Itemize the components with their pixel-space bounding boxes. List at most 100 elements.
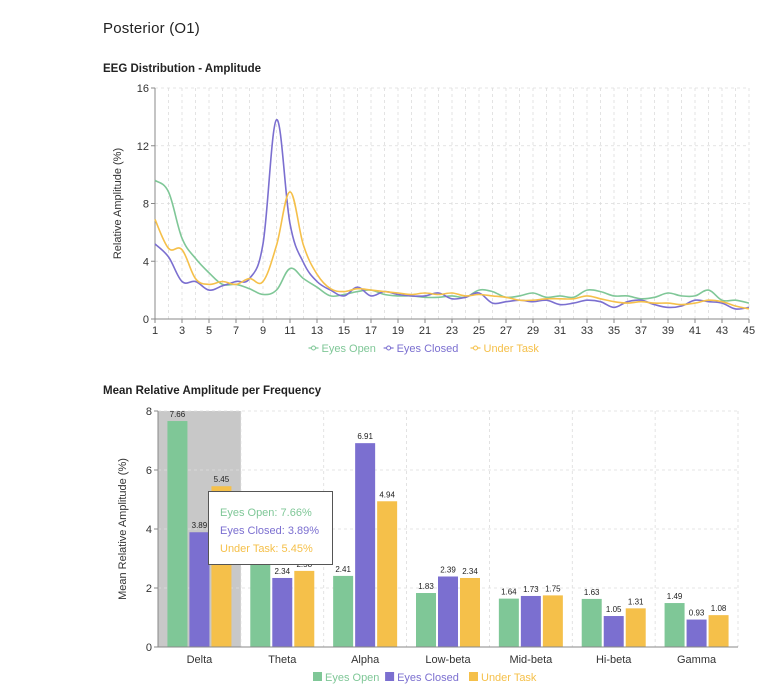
line-xtick-label: 37	[635, 325, 647, 337]
bar-data-label: 1.64	[501, 588, 517, 597]
bar-under-task-hi-beta	[625, 608, 646, 647]
bar-category-label: Hi-beta	[596, 654, 632, 666]
bar-eyes-closed-theta	[272, 577, 293, 647]
bar-data-label: 1.05	[606, 605, 622, 614]
tooltip-eyes-open: Eyes Open: 7.66%	[220, 507, 312, 519]
bar-eyes-closed-mid-beta	[520, 595, 541, 647]
line-xtick-label: 41	[689, 325, 701, 337]
legend-eyes-open-label: Eyes Open	[322, 343, 376, 355]
line-xtick-label: 19	[392, 325, 404, 337]
bar-data-label: 1.08	[711, 604, 727, 613]
legend-under-task-label: Under Task	[481, 672, 537, 684]
legend-eyes-open-swatch	[313, 672, 322, 681]
tooltip-under-task: Under Task: 5.45%	[220, 543, 313, 555]
bar-under-task-low-beta	[460, 577, 480, 647]
bar-under-task-gamma	[708, 615, 729, 647]
legend-under-task-label: Under Task	[484, 343, 540, 355]
line-ytick-label: 12	[137, 141, 149, 153]
bar-eyes-open-low-beta	[416, 593, 436, 647]
bar-category-label: Low-beta	[425, 654, 471, 666]
series-line-eyes-open	[154, 179, 750, 304]
bar-data-label: 1.31	[628, 597, 644, 606]
bar-y-axis-label: Mean Relative Amplitude (%)	[117, 458, 129, 600]
line-xtick-label: 17	[365, 325, 377, 337]
line-xtick-label: 3	[179, 325, 185, 337]
bar-eyes-open-mid-beta	[498, 598, 519, 647]
bar-data-label: 7.66	[170, 410, 186, 419]
bar-tooltip: Eyes Open: 7.66% Eyes Closed: 3.89% Unde…	[208, 491, 333, 565]
line-xtick-label: 13	[311, 325, 323, 337]
bar-eyes-closed-delta	[189, 532, 210, 647]
bar-data-label: 2.39	[440, 565, 456, 574]
bar-eyes-open-gamma	[664, 603, 685, 647]
bar-data-label: 4.94	[379, 490, 395, 499]
bar-data-label: 0.93	[689, 609, 705, 618]
line-y-axis-label: Relative Amplitude (%)	[112, 148, 124, 259]
line-xtick-label: 33	[581, 325, 593, 337]
line-xtick-label: 27	[500, 325, 512, 337]
bar-under-task-theta	[294, 570, 315, 647]
line-xtick-label: 21	[419, 325, 431, 337]
page-title: Posterior (O1)	[103, 20, 200, 37]
line-xtick-label: 35	[608, 325, 620, 337]
line-ytick-label: 8	[143, 199, 149, 211]
bar-eyes-closed-hi-beta	[603, 616, 624, 647]
line-xtick-label: 5	[206, 325, 212, 337]
bar-data-label: 1.75	[545, 584, 561, 593]
bar-category-label: Theta	[268, 654, 297, 666]
line-ytick-label: 0	[143, 314, 149, 326]
line-ytick-label: 4	[143, 256, 149, 268]
bar-data-label: 2.34	[274, 567, 290, 576]
bar-data-label: 5.45	[214, 475, 230, 484]
bar-data-label: 1.49	[667, 592, 683, 601]
bar-data-label: 3.89	[192, 521, 208, 530]
bar-data-label: 1.73	[523, 585, 539, 594]
legend-eyes-closed-label: Eyes Closed	[397, 343, 459, 355]
bar-data-label: 1.63	[584, 588, 600, 597]
bar-eyes-open-theta	[250, 561, 271, 647]
line-xtick-label: 29	[527, 325, 539, 337]
bar-chart-title: Mean Relative Amplitude per Frequency	[103, 385, 322, 397]
line-xtick-label: 9	[260, 325, 266, 337]
series-line-under-task	[154, 191, 750, 310]
line-xtick-label: 15	[338, 325, 350, 337]
legend-eyes-closed-swatch	[385, 672, 395, 681]
bar-ytick-label: 8	[146, 406, 152, 418]
bar-ytick-label: 2	[146, 583, 152, 595]
line-xtick-label: 25	[473, 325, 485, 337]
bar-ytick-label: 6	[146, 465, 152, 477]
line-xtick-label: 45	[743, 325, 755, 337]
bar-eyes-open-delta	[167, 421, 188, 647]
bar-under-task-alpha	[377, 501, 398, 647]
line-xtick-label: 39	[662, 325, 674, 337]
bar-eyes-open-alpha	[333, 575, 354, 647]
legend-eyes-open-label: Eyes Open	[325, 672, 379, 684]
line-xtick-label: 43	[716, 325, 728, 337]
line-xtick-label: 31	[554, 325, 566, 337]
legend-eyes-open-marker	[311, 345, 316, 351]
bar-category-label: Mid-beta	[509, 654, 553, 666]
bar-eyes-closed-low-beta	[438, 576, 458, 647]
legend-eyes-closed-label: Eyes Closed	[397, 672, 459, 684]
bar-data-label: 2.34	[462, 567, 478, 576]
bar-under-task-mid-beta	[542, 595, 563, 647]
bar-data-label: 2.41	[335, 565, 351, 574]
line-ytick-label: 16	[137, 83, 149, 95]
bar-eyes-closed-alpha	[355, 443, 376, 647]
line-chart-title: EEG Distribution - Amplitude	[103, 63, 262, 75]
line-xtick-label: 11	[284, 325, 295, 337]
bar-eyes-open-hi-beta	[581, 598, 602, 647]
bar-eyes-closed-gamma	[686, 619, 707, 647]
line-xtick-label: 7	[233, 325, 239, 337]
bar-category-label: Delta	[187, 654, 214, 666]
bar-category-label: Gamma	[677, 654, 717, 666]
bar-ytick-label: 0	[146, 642, 152, 654]
tooltip-eyes-closed: Eyes Closed: 3.89%	[220, 525, 320, 537]
legend-under-task-swatch	[469, 672, 478, 681]
line-xtick-label: 1	[152, 325, 158, 337]
legend-under-task-marker	[473, 345, 478, 351]
line-xtick-label: 23	[446, 325, 458, 337]
legend-eyes-closed-marker	[386, 345, 392, 351]
